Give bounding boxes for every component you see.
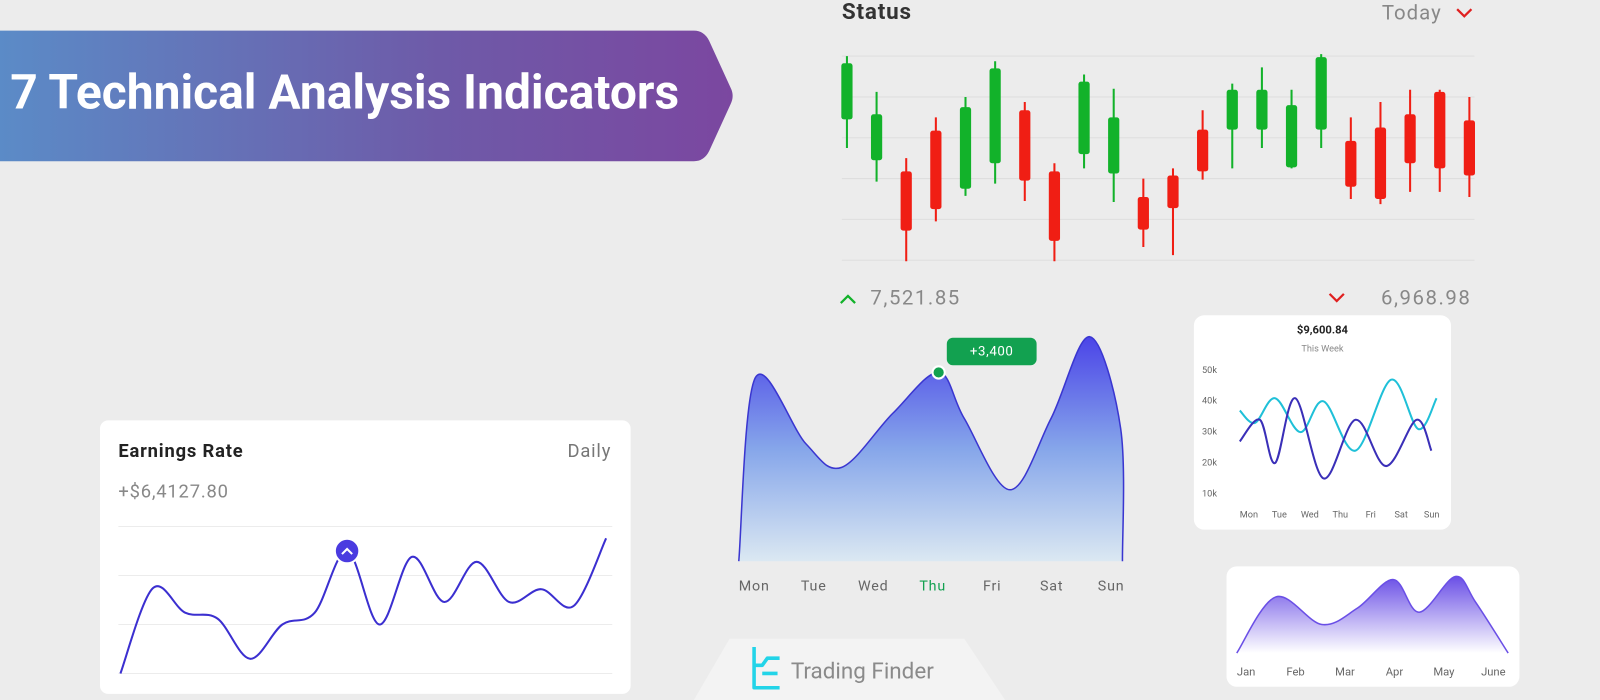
period-chevron (1456, 8, 1473, 18)
tooltip-text: +3,400 (970, 345, 1014, 360)
candle-body (1078, 81, 1090, 155)
candle-body (1315, 57, 1327, 130)
candle-body (930, 130, 942, 210)
up-value: 7,521.85 (870, 285, 960, 309)
candle-body (959, 107, 972, 189)
candle-body (1197, 129, 1209, 172)
area-series (738, 335, 1125, 562)
line-series (1239, 378, 1438, 452)
x-tick-label: Sun (1424, 510, 1440, 521)
candle-body (1167, 175, 1179, 209)
line-series (119, 537, 608, 674)
x-tick-label: Thu (1333, 510, 1349, 521)
candle-body (870, 114, 883, 161)
candle-body (1404, 114, 1416, 164)
x-tick-label: Wed (858, 579, 889, 595)
logo-text: Trading Finder (791, 658, 934, 684)
x-tick-label: Sat (1394, 510, 1407, 521)
card-subtitle: This Week (1301, 343, 1343, 354)
card-subtitle: +$6,4127.80 (118, 482, 228, 503)
down-chevron (1328, 293, 1345, 303)
y-tick-label: 50k (1202, 365, 1217, 376)
candle-body (1463, 120, 1475, 176)
y-tick-label: 20k (1202, 457, 1217, 468)
candle-body (841, 63, 853, 120)
x-tick-label: Tue (1272, 510, 1287, 521)
highlight-marker (333, 537, 361, 565)
x-tick-label: Fri (1366, 510, 1376, 521)
line-series (1238, 397, 1433, 480)
down-value: 6,968.98 (1381, 285, 1471, 309)
banner (0, 30, 733, 162)
logo-icon (752, 646, 780, 690)
candle-body (1285, 105, 1298, 168)
logo-plate (693, 638, 1006, 700)
earnings-card (100, 420, 631, 694)
x-tick-label: Sun (1098, 579, 1125, 595)
period-label: Daily (567, 441, 611, 462)
candle-body (1345, 140, 1357, 187)
candle-body (900, 171, 912, 231)
highlight-marker (931, 365, 946, 380)
x-tick-label: Thu (919, 579, 946, 595)
y-tick-label: 30k (1202, 427, 1217, 438)
candle-body (1048, 171, 1061, 241)
candle-body (1137, 196, 1149, 230)
x-tick-label: Mon (1240, 510, 1258, 521)
period-label: Today (1382, 1, 1442, 25)
chart-title: Status (842, 0, 912, 25)
candle-body (1226, 89, 1238, 130)
candle-body (1256, 89, 1268, 130)
x-tick-label: June (1481, 665, 1506, 678)
y-tick-label: 10k (1202, 488, 1217, 499)
area-series (1236, 575, 1509, 654)
tooltip-box (946, 337, 1037, 366)
x-tick-label: May (1433, 665, 1455, 678)
x-tick-label: Mar (1335, 665, 1355, 678)
y-tick-label: 40k (1202, 396, 1217, 407)
x-tick-label: Mon (739, 579, 770, 595)
weekly-line-card (1193, 315, 1452, 530)
x-tick-label: Apr (1386, 665, 1404, 678)
up-chevron (840, 294, 856, 304)
x-tick-label: Tue (801, 579, 827, 595)
card-title: Earnings Rate (118, 441, 243, 462)
card-title: $9,600.84 (1297, 324, 1349, 337)
x-tick-label: Feb (1286, 665, 1304, 678)
candle-body (1374, 127, 1387, 199)
candle-body (1434, 91, 1446, 169)
marker-chevron (341, 547, 353, 555)
x-tick-label: Fri (983, 579, 1001, 595)
candle-body (989, 68, 1001, 164)
x-tick-label: Jan (1237, 665, 1256, 678)
candle-body (1019, 110, 1031, 181)
candle-body (1108, 117, 1120, 174)
x-tick-label: Wed (1301, 510, 1319, 521)
x-tick-label: Sat (1040, 579, 1063, 595)
banner-title: 7 Technical Analysis Indicators (10, 65, 679, 121)
